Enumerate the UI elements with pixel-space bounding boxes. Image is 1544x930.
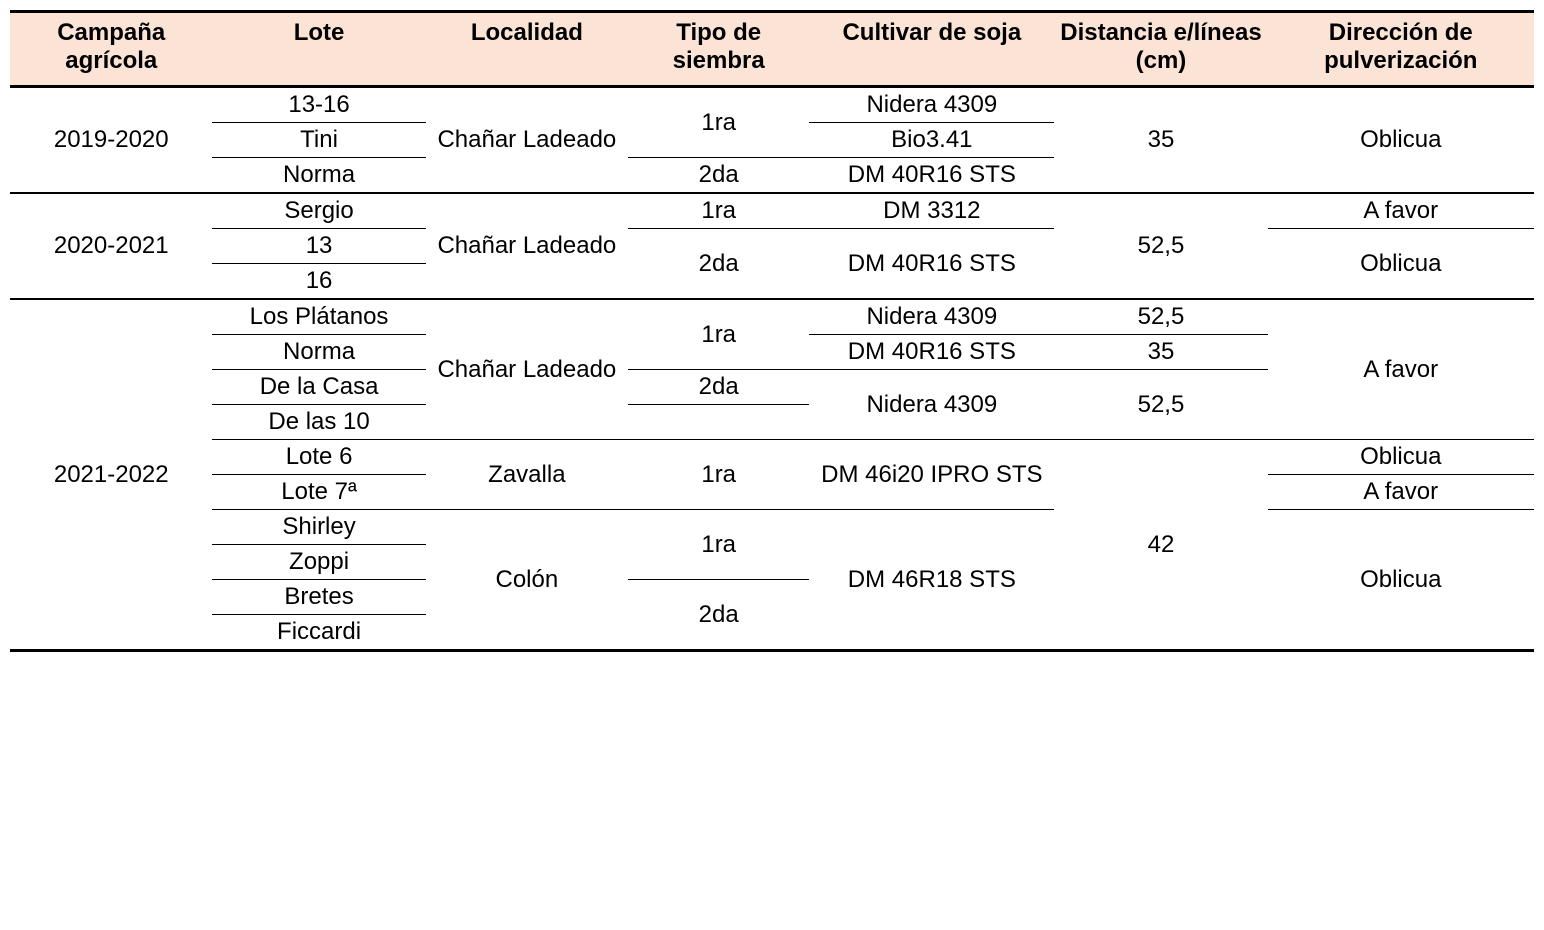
cell-siembra: 2da [628, 158, 809, 194]
cell-siembra: 1ra [628, 510, 809, 580]
cell-localidad: Chañar Ladeado [426, 87, 628, 194]
cell-cultivar: DM 40R16 STS [809, 229, 1054, 300]
cell-siembra: 1ra [628, 299, 809, 370]
cell-cultivar: Nidera 4309 [809, 299, 1054, 335]
cell-siembra: 1ra [628, 193, 809, 229]
cell-lote: Shirley [212, 510, 425, 545]
cell-distancia: 42 [1054, 440, 1267, 651]
cell-siembra [628, 405, 809, 440]
table-header-row: Campaña agrícola Lote Localidad Tipo de … [10, 12, 1534, 87]
cell-siembra: 1ra [628, 87, 809, 158]
cell-lote: Bretes [212, 580, 425, 615]
col-header-siembra: Tipo de siembra [628, 12, 809, 87]
cell-lote: 16 [212, 264, 425, 300]
table-row: 2019-2020 13-16 Chañar Ladeado 1ra Nider… [10, 87, 1534, 123]
agricultural-data-table: Campaña agrícola Lote Localidad Tipo de … [10, 10, 1534, 652]
cell-cultivar: DM 46R18 STS [809, 510, 1054, 651]
cell-direccion: A favor [1268, 475, 1534, 510]
cell-lote: De las 10 [212, 405, 425, 440]
col-header-lote: Lote [212, 12, 425, 87]
cell-lote: Sergio [212, 193, 425, 229]
cell-cultivar: DM 40R16 STS [809, 158, 1054, 194]
cell-cultivar: DM 40R16 STS [809, 335, 1054, 370]
cell-lote: De la Casa [212, 370, 425, 405]
cell-direccion: Oblicua [1268, 87, 1534, 194]
table-row: Shirley Colón 1ra DM 46R18 STS Oblicua [10, 510, 1534, 545]
cell-lote: 13-16 [212, 87, 425, 123]
cell-lote: Tini [212, 123, 425, 158]
cell-lote: Ficcardi [212, 615, 425, 651]
cell-cultivar: Nidera 4309 [809, 370, 1054, 440]
cell-distancia: 35 [1054, 87, 1267, 194]
cell-cultivar: DM 3312 [809, 193, 1054, 229]
table-row: 2020-2021 Sergio Chañar Ladeado 1ra DM 3… [10, 193, 1534, 229]
cell-lote: 13 [212, 229, 425, 264]
cell-campaign: 2020-2021 [10, 193, 212, 299]
cell-campaign: 2019-2020 [10, 87, 212, 194]
cell-distancia: 52,5 [1054, 299, 1267, 335]
cell-siembra: 1ra [628, 440, 809, 510]
cell-distancia: 52,5 [1054, 193, 1267, 299]
cell-lote: Lote 7ª [212, 475, 425, 510]
cell-localidad: Zavalla [426, 440, 628, 510]
cell-cultivar: Bio3.41 [809, 123, 1054, 158]
cell-localidad: Chañar Ladeado [426, 193, 628, 299]
cell-cultivar: DM 46i20 IPRO STS [809, 440, 1054, 510]
cell-lote: Norma [212, 158, 425, 194]
cell-direccion: Oblicua [1268, 440, 1534, 475]
cell-lote: Zoppi [212, 545, 425, 580]
cell-campaign: 2021-2022 [10, 299, 212, 651]
table-row: Lote 6 Zavalla 1ra DM 46i20 IPRO STS 42 … [10, 440, 1534, 475]
table-row: 2021-2022 Los Plátanos Chañar Ladeado 1r… [10, 299, 1534, 335]
cell-distancia: 52,5 [1054, 370, 1267, 440]
col-header-campaign: Campaña agrícola [10, 12, 212, 87]
cell-localidad: Colón [426, 510, 628, 651]
cell-siembra: 2da [628, 370, 809, 405]
cell-distancia: 35 [1054, 335, 1267, 370]
cell-direccion: Oblicua [1268, 510, 1534, 651]
cell-direccion: A favor [1268, 193, 1534, 229]
table-row: 13 2da DM 40R16 STS Oblicua [10, 229, 1534, 264]
col-header-cultivar: Cultivar de soja [809, 12, 1054, 87]
cell-siembra: 2da [628, 580, 809, 651]
cell-direccion: A favor [1268, 299, 1534, 440]
cell-lote: Lote 6 [212, 440, 425, 475]
cell-lote: Norma [212, 335, 425, 370]
cell-siembra: 2da [628, 229, 809, 300]
cell-localidad: Chañar Ladeado [426, 299, 628, 440]
cell-cultivar: Nidera 4309 [809, 87, 1054, 123]
cell-direccion: Oblicua [1268, 229, 1534, 300]
col-header-direccion: Dirección de pulverización [1268, 12, 1534, 87]
cell-lote: Los Plátanos [212, 299, 425, 335]
col-header-localidad: Localidad [426, 12, 628, 87]
col-header-distancia: Distancia e/líneas (cm) [1054, 12, 1267, 87]
